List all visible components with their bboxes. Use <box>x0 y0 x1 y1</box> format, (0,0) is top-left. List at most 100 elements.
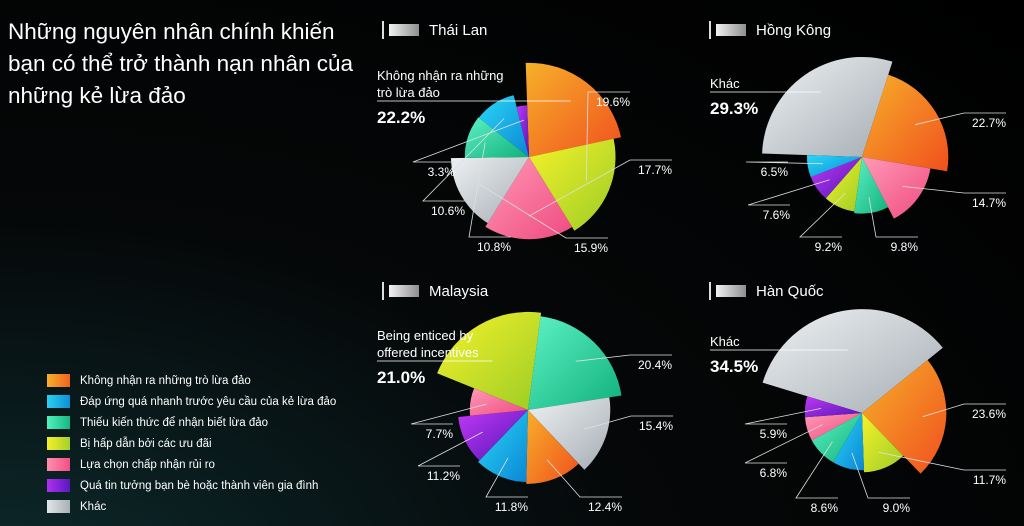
pie-slice-bi-hap-dan-boi-cac-uu-dai <box>529 138 616 231</box>
pie-slice-thieu-kien-thuc-de-nhan-biet-lua-dao <box>464 117 529 158</box>
leader-line <box>744 424 823 464</box>
slice-value-label: 20.4% <box>638 358 672 372</box>
legend-swatch <box>47 437 70 450</box>
legend-item: Lựa chọn chấp nhận rủi ro <box>47 454 336 475</box>
leader-line <box>422 118 505 202</box>
slice-value-label: 14.7% <box>972 196 1006 210</box>
legend-item: Quá tin tưởng bạn bè hoặc thành viên gia… <box>47 475 336 496</box>
header-divider <box>382 21 384 39</box>
slice-value-label: 11.2% <box>427 469 460 483</box>
pie-slice-qua-tin-tuong-ban-be-hoac-thanh-vien-gia-dinh <box>458 410 528 461</box>
pie-slice-bi-hap-dan-boi-cac-uu-dai <box>862 413 904 473</box>
chart-title: Malaysia <box>429 282 489 300</box>
pie-slice-khac <box>451 157 529 224</box>
leader-line <box>795 441 838 499</box>
chart-title: Thái Lan <box>429 21 488 39</box>
legend-label: Thiếu kiến thức để nhận biết lừa đảo <box>80 416 269 429</box>
legend-label: Không nhận ra những trò lừa đảo <box>80 374 251 387</box>
chart-title: Hồng Kông <box>756 21 832 39</box>
slice-value-label: 6.8% <box>760 466 788 480</box>
pie-slice-khong-nhan-ra-nhung-tro-lua-dao <box>526 410 579 484</box>
chart-header: Thái Lan <box>382 21 487 39</box>
slice-value-label: 17.7% <box>638 163 672 177</box>
legend-swatch <box>47 416 70 429</box>
leader-line <box>546 459 622 498</box>
chart-header: Hàn Quốc <box>709 282 824 300</box>
leader-line <box>851 452 910 499</box>
pie-slice-thieu-kien-thuc-de-nhan-biet-lua-dao <box>528 316 622 410</box>
slice-value-label: 11.8% <box>495 500 528 514</box>
header-chip <box>716 24 746 36</box>
slice-value-label: 12.4% <box>588 500 622 514</box>
legend-item: Khác <box>47 496 336 517</box>
pie-slice-khong-nhan-ra-nhung-tro-lua-dao <box>525 62 621 157</box>
pie-slice-qua-tin-tuong-ban-be-hoac-thanh-vien-gia-dinh <box>810 157 862 199</box>
highlight-value: 29.3% <box>710 99 758 118</box>
highlight-label: Khác <box>710 334 740 349</box>
legend-item: Không nhận ra những trò lừa đảo <box>47 370 336 391</box>
pie-slice-dap-ung-qua-nhanh-truoc-yeu-cau-cua-ke-lua-dao <box>478 410 528 482</box>
header-divider <box>709 21 711 39</box>
legend-swatch <box>47 500 70 513</box>
pie-han-quoc <box>762 309 947 474</box>
pie-slice-khac <box>762 309 943 413</box>
slice-value-label: 6.5% <box>761 165 789 179</box>
leader-line <box>583 415 673 430</box>
leader-line <box>585 91 630 182</box>
legend-swatch <box>47 395 70 408</box>
chart-header: Malaysia <box>382 282 488 300</box>
slice-value-label: 15.9% <box>574 241 608 255</box>
leader-line <box>479 184 608 239</box>
header-divider <box>382 282 384 300</box>
pie-malaysia <box>437 311 622 484</box>
legend-swatch <box>47 374 70 387</box>
pie-hong-kong <box>762 56 949 219</box>
leader-line <box>485 457 528 498</box>
pie-slice-dap-ung-qua-nhanh-truoc-yeu-cau-cua-ke-lua-dao <box>833 413 864 471</box>
pie-slice-khac <box>528 397 611 470</box>
slice-value-label: 7.6% <box>763 208 791 222</box>
slice-value-label: 23.6% <box>972 407 1006 421</box>
slice-value-label: 19.6% <box>596 95 630 109</box>
legend-label: Đáp ứng quá nhanh trước yêu cầu của kẻ l… <box>80 395 337 408</box>
slice-value-label: 9.0% <box>883 501 911 515</box>
page-title: Những nguyên nhân chính khiến bạn có thể… <box>8 19 354 108</box>
pie-slice-dap-ung-qua-nhanh-truoc-yeu-cau-cua-ke-lua-dao <box>806 155 862 178</box>
leader-line <box>412 119 525 163</box>
legend-label: Khác <box>80 500 107 513</box>
legend-swatch <box>47 479 70 492</box>
header-chip <box>389 285 419 297</box>
highlight-label: Không nhận ra những trò lừa đảo <box>377 68 504 100</box>
leader-line <box>799 192 846 238</box>
header-divider <box>709 282 711 300</box>
slice-value-label: 10.8% <box>477 240 511 254</box>
chart-title: Hàn Quốc <box>756 282 824 300</box>
highlight-value: 34.5% <box>710 357 758 376</box>
slice-value-label: 8.6% <box>811 501 839 515</box>
leader-line <box>417 431 483 467</box>
legend: Không nhận ra những trò lừa đảo Đáp ứng … <box>47 370 336 517</box>
slice-value-label: 22.7% <box>972 116 1006 130</box>
leader-line <box>410 403 487 425</box>
legend-item: Bị hấp dẫn bởi các ưu đãi <box>47 433 336 454</box>
pie-slice-lua-chon-chap-nhan-rui-ro <box>805 413 862 441</box>
pie-slice-qua-tin-tuong-ban-be-hoac-thanh-vien-gia-dinh <box>804 396 862 418</box>
leader-line <box>745 161 824 165</box>
leader-line <box>914 112 1006 126</box>
legend-item: Đáp ứng quá nhanh trước yêu cầu của kẻ l… <box>47 391 336 412</box>
pie-slice-lua-chon-chap-nhan-rui-ro <box>485 157 573 240</box>
legend-item: Thiếu kiến thức để nhận biết lừa đảo <box>47 412 336 433</box>
legend-label: Quá tin tưởng bạn bè hoặc thành viên gia… <box>80 479 319 492</box>
pie-slice-bi-hap-dan-boi-cac-uu-dai <box>825 157 862 212</box>
pie-slice-khong-nhan-ra-nhung-tro-lua-dao <box>862 360 947 474</box>
slice-value-label: 7.7% <box>426 427 454 441</box>
highlight-label: Khác <box>710 76 740 91</box>
slice-value-label: 3.3% <box>428 165 456 179</box>
slice-value-label: 9.8% <box>891 240 919 254</box>
highlight-value: 22.2% <box>377 108 425 127</box>
leader-line <box>868 197 918 238</box>
slice-value-label: 9.2% <box>815 240 843 254</box>
pie-slice-khac <box>762 56 893 157</box>
pie-slice-lua-chon-chap-nhan-rui-ro <box>862 157 931 219</box>
